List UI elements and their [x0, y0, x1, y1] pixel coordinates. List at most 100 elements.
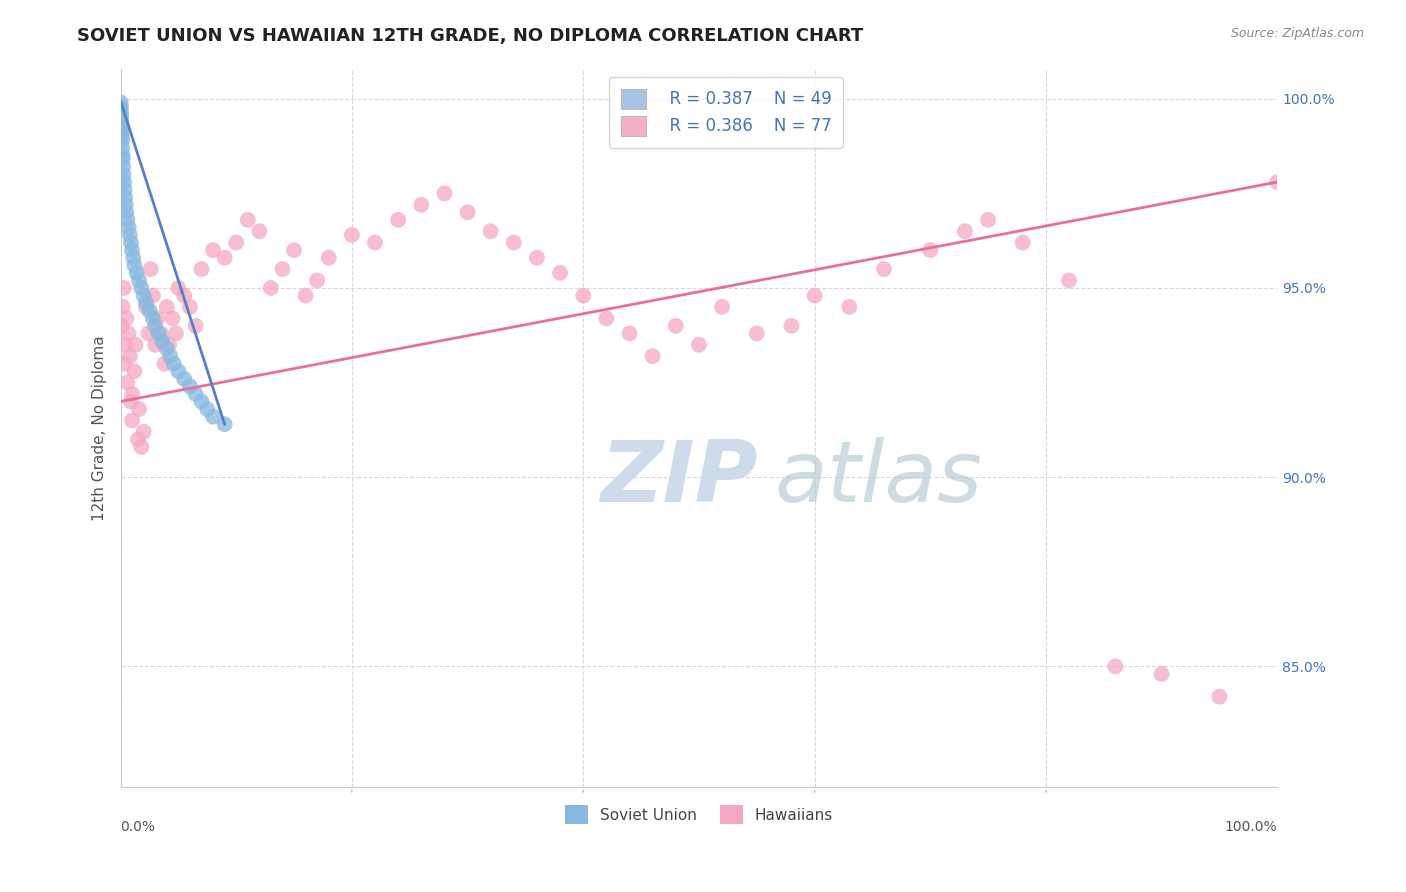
- Point: [128, 273, 150, 287]
- Point: [688, 337, 710, 351]
- Point: [114, 337, 136, 351]
- Point: [225, 235, 247, 250]
- Point: [502, 235, 524, 250]
- Point: [111, 318, 134, 333]
- Point: [118, 227, 141, 242]
- Point: [165, 326, 187, 341]
- Point: [115, 205, 138, 219]
- Point: [117, 376, 139, 390]
- Point: [143, 318, 166, 333]
- Point: [142, 311, 165, 326]
- Point: [122, 251, 145, 265]
- Point: [665, 318, 688, 333]
- Point: [526, 251, 548, 265]
- Point: [214, 251, 236, 265]
- Point: [114, 198, 136, 212]
- Point: [135, 296, 157, 310]
- Point: [167, 281, 190, 295]
- Point: [110, 118, 132, 132]
- Point: [111, 133, 134, 147]
- Point: [195, 402, 218, 417]
- Point: [114, 190, 136, 204]
- Point: [124, 337, 146, 351]
- Point: [153, 357, 176, 371]
- Point: [179, 300, 201, 314]
- Point: [318, 251, 340, 265]
- Point: [479, 224, 502, 238]
- Point: [157, 337, 180, 351]
- Point: [117, 326, 139, 341]
- Point: [260, 281, 283, 295]
- Point: [953, 224, 976, 238]
- Point: [340, 227, 363, 242]
- Point: [125, 266, 148, 280]
- Point: [121, 243, 143, 257]
- Point: [110, 114, 132, 128]
- Point: [247, 224, 270, 238]
- Text: SOVIET UNION VS HAWAIIAN 12TH GRADE, NO DIPLOMA CORRELATION CHART: SOVIET UNION VS HAWAIIAN 12TH GRADE, NO …: [77, 27, 863, 45]
- Point: [387, 213, 409, 227]
- Point: [711, 300, 734, 314]
- Point: [641, 349, 664, 363]
- Point: [120, 235, 142, 250]
- Point: [142, 288, 165, 302]
- Point: [139, 262, 162, 277]
- Point: [159, 349, 181, 363]
- Point: [156, 300, 179, 314]
- Point: [179, 379, 201, 393]
- Point: [127, 433, 149, 447]
- Point: [190, 394, 212, 409]
- Point: [167, 364, 190, 378]
- Point: [111, 141, 134, 155]
- Point: [150, 326, 173, 341]
- Point: [283, 243, 305, 257]
- Point: [112, 175, 135, 189]
- Point: [131, 281, 153, 295]
- Point: [457, 205, 479, 219]
- Point: [124, 364, 146, 378]
- Point: [1104, 659, 1126, 673]
- Point: [117, 220, 139, 235]
- Point: [120, 394, 142, 409]
- Point: [124, 258, 146, 272]
- Text: 0.0%: 0.0%: [121, 820, 156, 834]
- Point: [121, 387, 143, 401]
- Point: [118, 349, 141, 363]
- Point: [977, 213, 1000, 227]
- Point: [128, 402, 150, 417]
- Point: [132, 425, 155, 439]
- Point: [111, 148, 134, 162]
- Point: [1150, 667, 1173, 681]
- Point: [745, 326, 768, 341]
- Point: [143, 337, 166, 351]
- Point: [838, 300, 860, 314]
- Point: [1208, 690, 1230, 704]
- Point: [162, 311, 184, 326]
- Point: [202, 409, 225, 424]
- Point: [595, 311, 617, 326]
- Point: [173, 372, 195, 386]
- Point: [271, 262, 294, 277]
- Point: [146, 311, 169, 326]
- Point: [411, 198, 433, 212]
- Text: Source: ZipAtlas.com: Source: ZipAtlas.com: [1230, 27, 1364, 40]
- Point: [112, 168, 135, 182]
- Point: [111, 126, 134, 140]
- Point: [110, 95, 132, 110]
- Point: [572, 288, 595, 302]
- Point: [112, 357, 135, 371]
- Point: [136, 326, 159, 341]
- Point: [111, 129, 134, 144]
- Point: [110, 107, 132, 121]
- Point: [236, 213, 259, 227]
- Point: [294, 288, 316, 302]
- Point: [131, 440, 153, 454]
- Point: [110, 111, 132, 125]
- Point: [112, 160, 135, 174]
- Point: [173, 288, 195, 302]
- Text: 100.0%: 100.0%: [1225, 820, 1277, 834]
- Point: [111, 300, 134, 314]
- Point: [1011, 235, 1033, 250]
- Point: [548, 266, 571, 280]
- Point: [780, 318, 803, 333]
